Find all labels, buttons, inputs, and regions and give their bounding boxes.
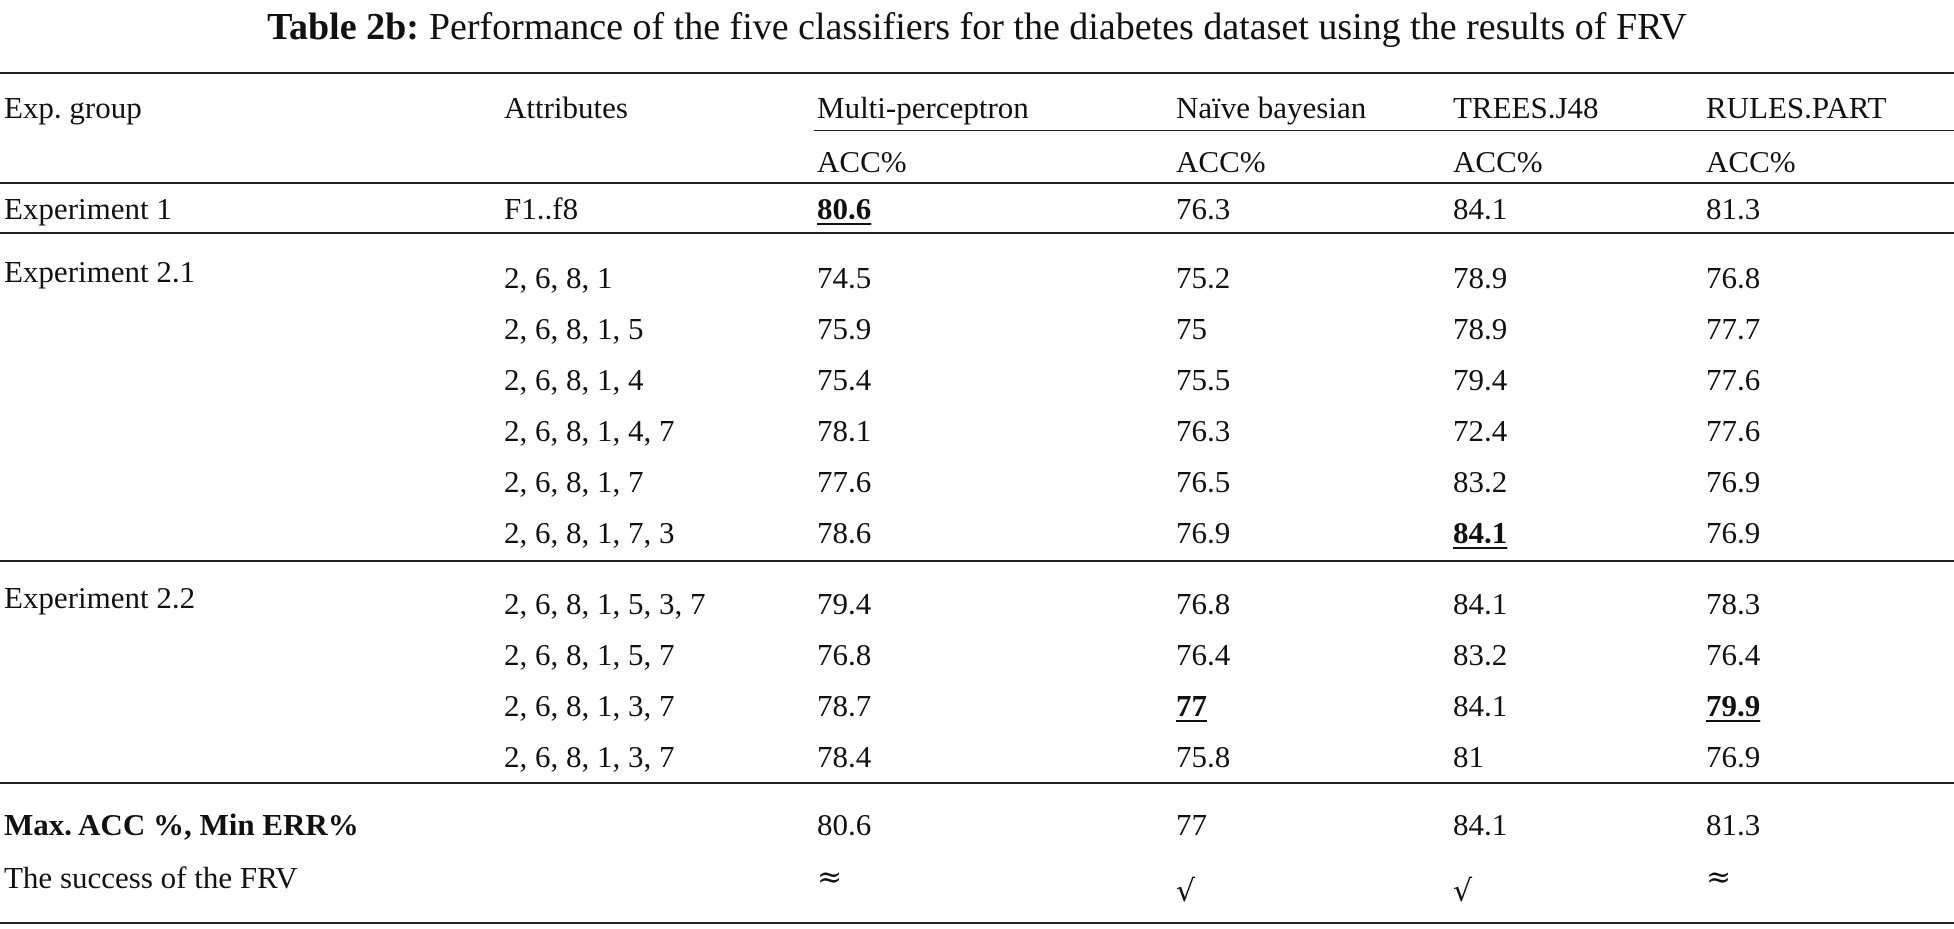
table-cell: 76.4 xyxy=(1706,637,1761,672)
table-cell: 83.2 xyxy=(1453,464,1508,499)
table-cell-best: 79.9 xyxy=(1706,688,1761,723)
top-rule xyxy=(0,72,1954,74)
table-cell: 77.7 xyxy=(1706,311,1761,346)
table-row-attributes: 2, 6, 8, 1, 5, 7 xyxy=(504,637,675,672)
table-row-attributes: 2, 6, 8, 1, 5 xyxy=(504,311,644,346)
table-cell-best: 77 xyxy=(1176,688,1207,723)
table-cell: 78.6 xyxy=(817,515,872,550)
table-cell: 76.4 xyxy=(1176,637,1231,672)
experiment22-label: Experiment 2.2 xyxy=(4,580,196,615)
caption-label: Table 2b: xyxy=(267,6,419,48)
table-cell: 76.9 xyxy=(1176,515,1231,550)
header-multi-perceptron: Multi-perceptron xyxy=(817,90,1029,125)
metric-multi-perceptron: ACC% xyxy=(817,144,907,179)
table-cell: 79.4 xyxy=(1453,362,1508,397)
experiment21-label: Experiment 2.1 xyxy=(4,254,196,289)
bottom-rule xyxy=(0,922,1954,924)
table-cell: 79.4 xyxy=(817,586,872,621)
experiment1-rules-part: 81.3 xyxy=(1706,191,1761,226)
table-cell: 76.9 xyxy=(1706,739,1761,774)
table-row-attributes: 2, 6, 8, 1, 3, 7 xyxy=(504,688,675,723)
table-cell: 81 xyxy=(1453,739,1484,774)
metric-naive-bayesian: ACC% xyxy=(1176,144,1266,179)
experiment22-bottom-rule xyxy=(0,782,1954,784)
header-trees-j48: TREES.J48 xyxy=(1453,90,1599,125)
table-cell: 84.1 xyxy=(1453,688,1508,723)
table-cell: 76.8 xyxy=(1706,260,1761,295)
table-row-attributes: 2, 6, 8, 1, 3, 7 xyxy=(504,739,675,774)
table-cell: 75 xyxy=(1176,311,1207,346)
table-cell: 76.3 xyxy=(1176,413,1231,448)
success-label: The success of the FRV xyxy=(4,860,298,895)
table-cell: 78.4 xyxy=(817,739,872,774)
table-cell: 75.4 xyxy=(817,362,872,397)
classifier-subrule xyxy=(814,130,1954,131)
table-cell: 78.3 xyxy=(1706,586,1761,621)
table-cell: 75.5 xyxy=(1176,362,1231,397)
approx-icon: ≈ xyxy=(1706,860,1732,895)
checkmark-icon: √ xyxy=(1176,874,1196,909)
table-cell: 77.6 xyxy=(817,464,872,499)
experiment1-multi-perceptron: 80.6 xyxy=(817,191,872,226)
table-row-attributes: 2, 6, 8, 1, 5, 3, 7 xyxy=(504,586,706,621)
table-row-attributes: 2, 6, 8, 1 xyxy=(504,260,613,295)
table-row-attributes: 2, 6, 8, 1, 4, 7 xyxy=(504,413,675,448)
table-cell: 78.7 xyxy=(817,688,872,723)
table-caption: Table 2b: Performance of the five classif… xyxy=(0,0,1954,60)
table-cell: 83.2 xyxy=(1453,637,1508,672)
table-cell: 76.9 xyxy=(1706,464,1761,499)
max-multi-perceptron: 80.6 xyxy=(817,807,872,842)
header-rules-part: RULES.PART xyxy=(1706,90,1887,125)
table-cell: 76.8 xyxy=(1176,586,1231,621)
table-cell: 72.4 xyxy=(1453,413,1508,448)
caption-text: Performance of the five classifiers for … xyxy=(428,6,1687,48)
table-row-attributes: 2, 6, 8, 1, 7, 3 xyxy=(504,515,675,550)
table-cell: 76.9 xyxy=(1706,515,1761,550)
header-exp-group: Exp. group xyxy=(4,90,142,125)
max-acc-label: Max. ACC %, Min ERR% xyxy=(4,807,359,842)
experiment1-trees-j48: 84.1 xyxy=(1453,191,1508,226)
max-trees-j48: 84.1 xyxy=(1453,807,1508,842)
checkmark-icon: √ xyxy=(1453,874,1473,909)
experiment1-label: Experiment 1 xyxy=(4,191,172,226)
table-cell: 76.5 xyxy=(1176,464,1231,499)
approx-icon: ≈ xyxy=(817,860,843,895)
table-cell: 75.8 xyxy=(1176,739,1231,774)
experiment1-attributes: F1..f8 xyxy=(504,191,579,226)
table-cell: 75.2 xyxy=(1176,260,1231,295)
header-attributes: Attributes xyxy=(504,90,628,125)
table-cell: 78.9 xyxy=(1453,311,1508,346)
table-cell: 84.1 xyxy=(1453,586,1508,621)
table-cell: 77.6 xyxy=(1706,362,1761,397)
experiment21-bottom-rule xyxy=(0,560,1954,562)
max-rules-part: 81.3 xyxy=(1706,807,1761,842)
table-row-attributes: 2, 6, 8, 1, 7 xyxy=(504,464,644,499)
metric-rules-part: ACC% xyxy=(1706,144,1796,179)
header-bottom-rule xyxy=(0,182,1954,184)
table-cell: 74.5 xyxy=(817,260,872,295)
max-naive-bayesian: 77 xyxy=(1176,807,1207,842)
table-cell: 75.9 xyxy=(817,311,872,346)
table-cell: 77.6 xyxy=(1706,413,1761,448)
table-cell: 78.9 xyxy=(1453,260,1508,295)
header-naive-bayesian: Naïve bayesian xyxy=(1176,90,1367,125)
table-cell: 78.1 xyxy=(817,413,872,448)
experiment1-bottom-rule xyxy=(0,232,1954,234)
table-row-attributes: 2, 6, 8, 1, 4 xyxy=(504,362,644,397)
metric-trees-j48: ACC% xyxy=(1453,144,1543,179)
experiment1-naive-bayesian: 76.3 xyxy=(1176,191,1231,226)
table-cell-best: 84.1 xyxy=(1453,515,1508,550)
table-cell: 76.8 xyxy=(817,637,872,672)
